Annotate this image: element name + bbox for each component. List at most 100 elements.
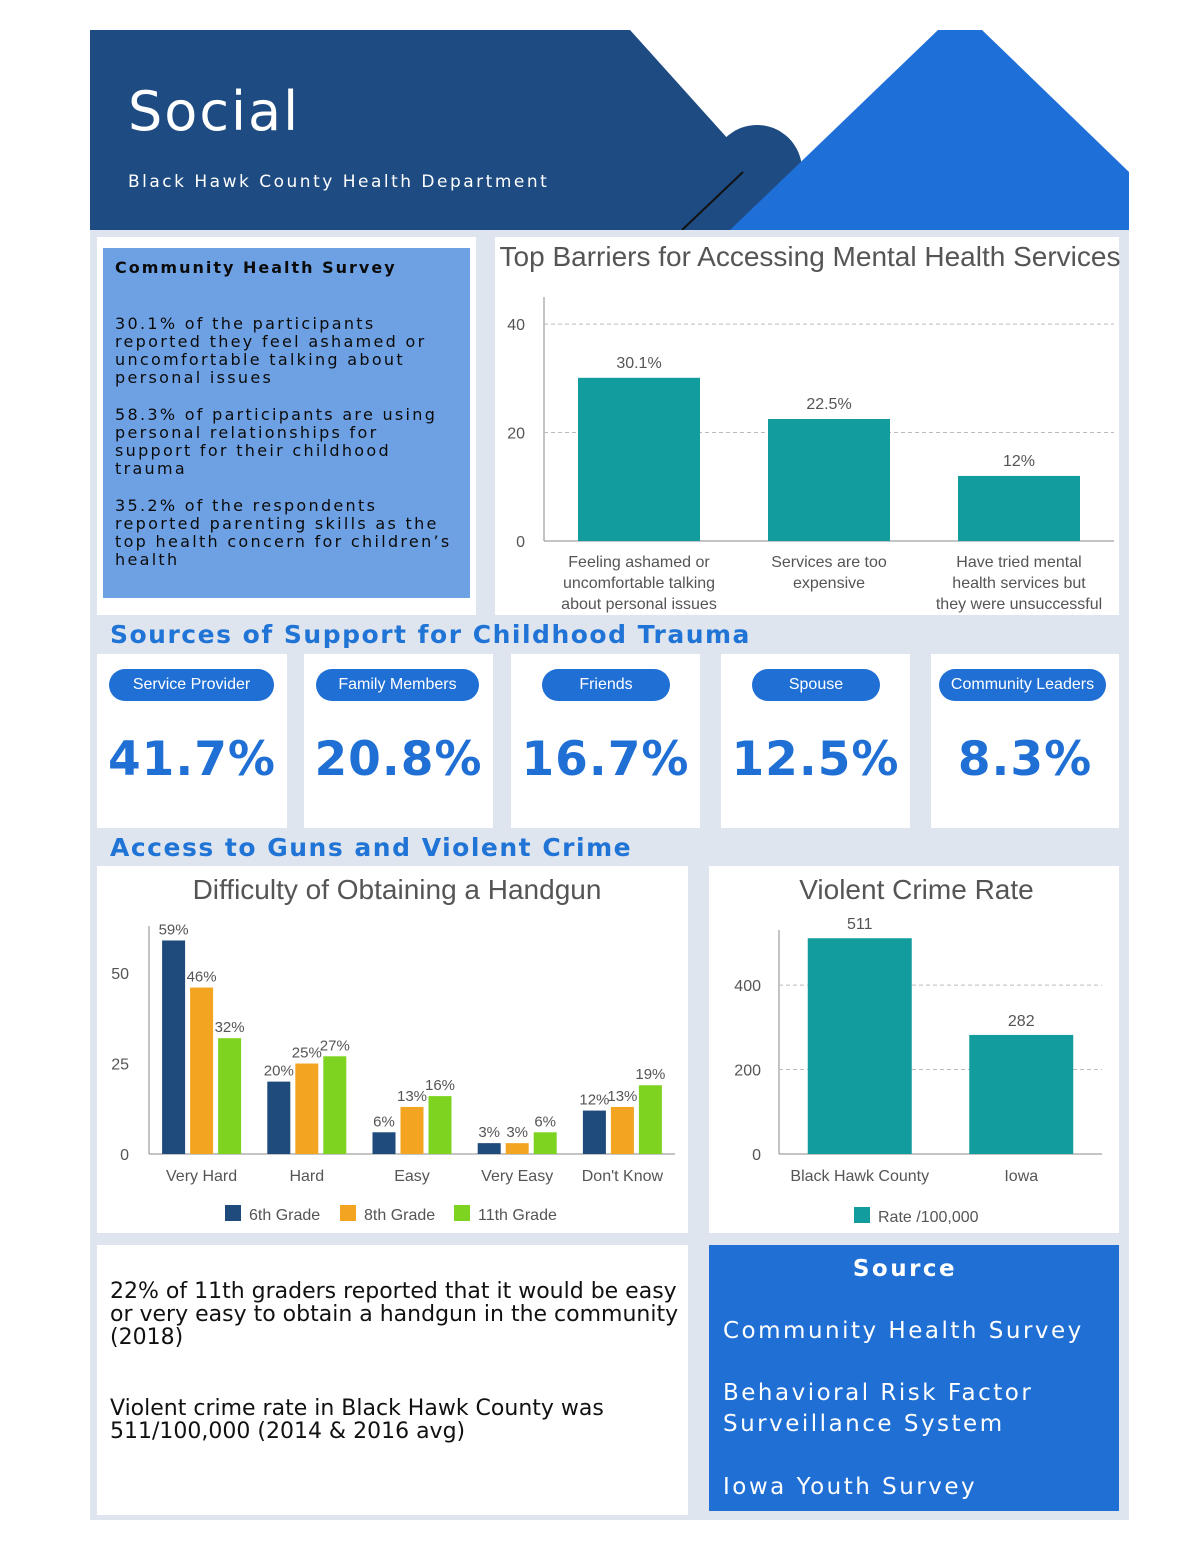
survey-paragraph: 30.1% of the participants reported they … <box>115 314 427 387</box>
support-card-value: 16.7% <box>521 732 690 787</box>
legend-label: Rate /100,000 <box>878 1209 979 1226</box>
support-card: Community Leaders 8.3% <box>931 654 1119 828</box>
data-label: 3% <box>506 1124 528 1141</box>
x-tick-label: Black Hawk County <box>790 1168 929 1185</box>
legend-label: 8th Grade <box>364 1207 435 1224</box>
y-tick-label: 200 <box>734 1063 761 1080</box>
y-tick-label: 25 <box>111 1057 129 1074</box>
survey-paragraph: 35.2% of the respondents reported parent… <box>115 496 452 569</box>
bar <box>400 1106 424 1154</box>
data-label: 13% <box>397 1088 427 1105</box>
x-tick-label: Very Easy <box>481 1168 553 1185</box>
support-card-value: 8.3% <box>957 732 1093 787</box>
bar <box>295 1063 319 1154</box>
survey-title: Community Health Survey <box>115 258 397 277</box>
barriers-chart-title: Top Barriers for Accessing Mental Health… <box>499 241 1121 272</box>
data-label: 59% <box>159 921 189 938</box>
x-tick-label: Hard <box>289 1168 324 1185</box>
bar <box>807 938 912 1154</box>
data-label: 16% <box>425 1077 455 1094</box>
support-card-value: 20.8% <box>314 732 483 787</box>
x-tick-label: Iowa <box>1004 1168 1038 1185</box>
support-card-label: Community Leaders <box>939 669 1106 701</box>
support-card-value: 12.5% <box>731 732 900 787</box>
legend-swatch <box>854 1207 870 1223</box>
y-tick-label: 400 <box>734 978 761 995</box>
data-label: 20% <box>264 1063 294 1080</box>
support-section-heading: Sources of Support for Childhood Trauma <box>110 620 751 649</box>
bar <box>768 419 890 541</box>
bar <box>372 1132 396 1154</box>
barriers-chart: 0 20 40 30.1% Feeling ashamed or uncomfortabl… <box>507 297 1114 613</box>
x-tick-label: Services are too expensive <box>771 554 887 592</box>
x-tick-label: Have tried mental health services but they… <box>936 554 1102 613</box>
bar <box>190 987 214 1154</box>
data-label: 282 <box>1008 1013 1035 1030</box>
bar <box>533 1132 557 1154</box>
y-tick-label: 40 <box>507 317 525 334</box>
page-title: Social <box>128 80 301 143</box>
data-label: 12% <box>579 1092 609 1109</box>
header-light-shape <box>730 30 1129 230</box>
x-tick-label: Don't Know <box>582 1168 664 1185</box>
bar <box>477 1143 501 1154</box>
header-shapes <box>90 30 1129 231</box>
data-label: 511 <box>847 916 873 933</box>
x-tick-label: Feeling ashamed or uncomfortable talking a… <box>561 554 717 613</box>
support-card-label: Family Members <box>316 669 479 701</box>
y-tick-label: 0 <box>752 1147 761 1164</box>
bar <box>582 1110 606 1154</box>
legend-swatch <box>454 1205 470 1221</box>
crime-chart: 0 200 400 511 Black Hawk County 282 Iowa Rate /… <box>734 916 1102 1226</box>
data-label: 46% <box>187 969 217 986</box>
bar <box>267 1081 291 1154</box>
notes-panel <box>97 1245 688 1515</box>
bar <box>638 1085 662 1154</box>
y-tick-label: 20 <box>507 426 525 443</box>
data-label: 12% <box>1003 453 1035 470</box>
y-tick-label: 0 <box>516 534 525 551</box>
data-label: 19% <box>635 1066 665 1083</box>
support-card-label: Friends <box>542 669 670 701</box>
bar <box>958 475 1080 541</box>
bar <box>323 1056 347 1154</box>
source-title: Source <box>852 1256 958 1282</box>
y-tick-label: 50 <box>111 966 129 983</box>
header-banner <box>90 30 1129 231</box>
data-label: 22.5% <box>806 396 851 413</box>
data-label: 27% <box>320 1037 350 1054</box>
header-dark-shape <box>90 30 810 230</box>
data-label: 13% <box>607 1088 637 1105</box>
legend-label: 11th Grade <box>478 1207 557 1224</box>
source-item: Iowa Youth Survey <box>723 1474 978 1500</box>
support-card-label: Service Provider <box>109 669 274 701</box>
handgun-note: 22% of 11th graders reported that it wou… <box>110 1279 679 1350</box>
support-card: Family Members 20.8% <box>304 654 493 828</box>
source-box <box>709 1245 1119 1511</box>
legend-swatch <box>225 1205 241 1221</box>
x-tick-label: Very Hard <box>166 1168 237 1185</box>
survey-box <box>103 248 470 598</box>
source-item: Community Health Survey <box>723 1318 1084 1344</box>
data-label: 6% <box>373 1113 395 1130</box>
bar <box>578 377 700 541</box>
support-card-value: 41.7% <box>107 732 277 787</box>
x-tick-label: Easy <box>394 1168 430 1185</box>
bar <box>162 940 186 1154</box>
crime-chart-title: Violent Crime Rate <box>799 874 1034 905</box>
data-label: 25% <box>292 1045 322 1062</box>
support-card: Spouse 12.5% <box>721 654 910 828</box>
header-divider-line <box>681 171 744 231</box>
page-subtitle: Black Hawk County Health Department <box>128 172 550 192</box>
handgun-chart-title: Difficulty of Obtaining a Handgun <box>192 874 602 905</box>
crime-note: Violent crime rate in Black Hawk County … <box>110 1396 604 1444</box>
legend-label: 6th Grade <box>249 1207 320 1224</box>
source-item: Behavioral Risk Factor Surveillance Syst… <box>723 1380 1034 1437</box>
data-label: 32% <box>215 1019 245 1036</box>
support-card: Service Provider 41.7% <box>97 654 287 828</box>
support-card: Friends 16.7% <box>511 654 700 828</box>
data-label: 3% <box>478 1124 500 1141</box>
data-label: 30.1% <box>616 355 661 372</box>
bar <box>428 1096 452 1154</box>
